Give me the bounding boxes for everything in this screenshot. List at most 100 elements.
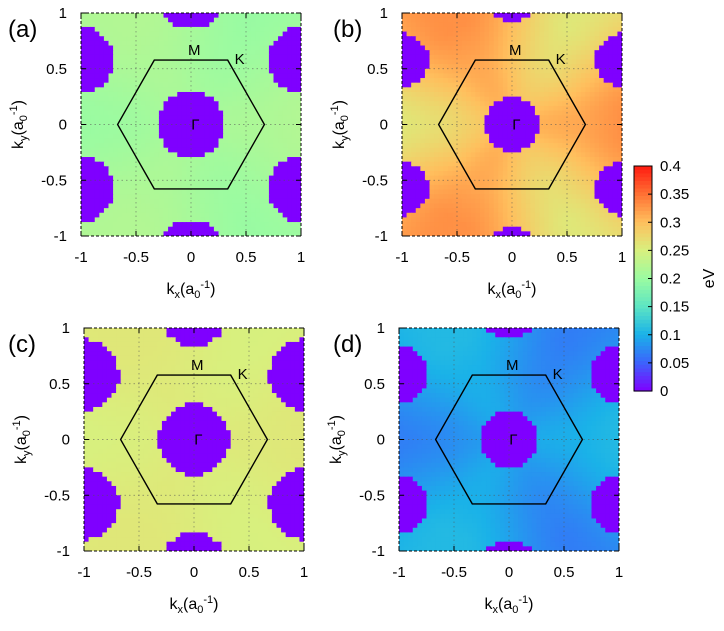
heatmap-cell bbox=[253, 346, 259, 352]
heatmap-cell bbox=[516, 231, 522, 236]
heatmap-cell bbox=[131, 78, 137, 84]
heatmap-cell bbox=[521, 73, 527, 79]
heatmap-cell bbox=[424, 194, 431, 200]
heatmap-cell bbox=[136, 152, 142, 158]
heatmap-cell bbox=[172, 180, 178, 186]
heatmap-cell bbox=[235, 346, 241, 352]
heatmap-cell bbox=[281, 328, 287, 334]
heatmap-cell bbox=[516, 217, 522, 223]
heatmap-cell bbox=[525, 78, 531, 84]
heatmap-cell bbox=[576, 166, 582, 172]
heatmap-cell bbox=[530, 31, 536, 37]
heatmap-cell bbox=[447, 54, 454, 61]
heatmap-cell bbox=[402, 82, 408, 88]
heatmap-cell bbox=[268, 138, 275, 144]
heatmap-cell bbox=[278, 73, 284, 79]
heatmap-cell bbox=[136, 64, 142, 70]
heatmap-cell bbox=[299, 351, 304, 357]
heatmap-cell bbox=[484, 101, 490, 107]
heatmap-cell bbox=[484, 96, 490, 102]
heatmap-cell bbox=[585, 157, 591, 163]
heatmap-cell bbox=[562, 101, 568, 107]
heatmap-cell bbox=[218, 36, 224, 42]
heatmap-cell bbox=[246, 217, 252, 223]
heatmap-cell bbox=[204, 101, 210, 107]
heatmap-cell bbox=[489, 64, 495, 70]
heatmap-cell bbox=[452, 194, 458, 200]
heatmap-cell bbox=[172, 110, 178, 116]
heatmap-cell bbox=[512, 105, 518, 112]
heatmap-cell bbox=[530, 45, 536, 51]
heatmap-cell bbox=[296, 124, 301, 130]
heatmap-cell bbox=[223, 189, 229, 195]
heatmap-cell bbox=[90, 175, 96, 181]
heatmap-cell bbox=[161, 351, 168, 357]
heatmap-cell bbox=[512, 208, 518, 214]
heatmap-cell bbox=[184, 332, 191, 338]
heatmap-cell bbox=[567, 203, 573, 209]
heatmap-cell bbox=[498, 36, 504, 42]
heatmap-cell bbox=[259, 115, 265, 121]
heatmap-cell bbox=[553, 50, 559, 56]
heatmap-cell bbox=[236, 68, 243, 74]
heatmap-cell bbox=[181, 13, 188, 19]
heatmap-cell bbox=[140, 129, 146, 135]
heatmap-cell bbox=[255, 194, 261, 200]
heatmap-cell bbox=[213, 54, 220, 61]
heatmap-cell bbox=[94, 31, 100, 37]
heatmap-cell bbox=[447, 175, 454, 181]
heatmap-cell bbox=[223, 82, 229, 88]
heatmap-cell bbox=[181, 31, 188, 37]
heatmap-cell bbox=[291, 13, 298, 19]
heatmap-cell bbox=[250, 217, 256, 223]
heatmap-cell bbox=[457, 22, 463, 28]
heatmap-cell bbox=[268, 180, 275, 186]
heatmap-cell bbox=[457, 226, 463, 232]
heatmap-cell bbox=[287, 105, 293, 112]
heatmap-cell bbox=[244, 332, 250, 338]
heatmap-cell bbox=[415, 194, 421, 200]
heatmap-cell bbox=[168, 217, 174, 223]
heatmap-cell bbox=[175, 351, 181, 357]
heatmap-cell bbox=[562, 68, 568, 74]
heatmap-cell bbox=[548, 17, 554, 23]
heatmap-cell bbox=[434, 22, 440, 28]
heatmap-cell bbox=[443, 26, 449, 33]
heatmap-cell bbox=[475, 115, 481, 121]
heatmap-cell bbox=[420, 133, 426, 140]
heatmap-cell bbox=[108, 73, 114, 79]
heatmap-cell bbox=[131, 96, 137, 102]
heatmap-cell bbox=[136, 226, 142, 232]
heatmap-cell bbox=[195, 87, 201, 93]
heatmap-cell bbox=[443, 143, 449, 149]
heatmap-cell bbox=[218, 78, 224, 84]
heatmap-cell bbox=[534, 68, 541, 74]
heatmap-cell bbox=[200, 91, 206, 98]
heatmap-cell bbox=[420, 138, 426, 144]
heatmap-cell bbox=[291, 203, 298, 209]
heatmap-cell bbox=[539, 31, 545, 37]
heatmap-cell bbox=[498, 13, 504, 19]
heatmap-cell bbox=[502, 105, 509, 112]
heatmap-cell bbox=[282, 152, 288, 158]
heatmap-cell bbox=[131, 175, 137, 181]
heatmap-cell bbox=[420, 73, 426, 79]
heatmap-cell bbox=[232, 124, 238, 130]
heatmap-cell bbox=[544, 78, 550, 84]
heatmap-cell bbox=[457, 152, 463, 158]
heatmap-cell bbox=[589, 184, 596, 191]
heatmap-cell bbox=[149, 194, 155, 200]
heatmap-cell bbox=[81, 64, 87, 70]
heatmap-cell bbox=[90, 59, 96, 65]
heatmap-cell bbox=[163, 166, 169, 172]
heatmap-cell bbox=[241, 73, 247, 79]
heatmap-cell bbox=[434, 124, 440, 130]
heatmap-cell bbox=[216, 341, 223, 348]
heatmap-cell bbox=[163, 124, 169, 130]
heatmap-cell bbox=[191, 17, 197, 23]
heatmap-cell bbox=[223, 157, 229, 163]
heatmap-cell bbox=[521, 115, 527, 121]
heatmap-cell bbox=[457, 133, 463, 140]
heatmap-cell bbox=[502, 115, 509, 121]
heatmap-cell bbox=[594, 91, 600, 98]
